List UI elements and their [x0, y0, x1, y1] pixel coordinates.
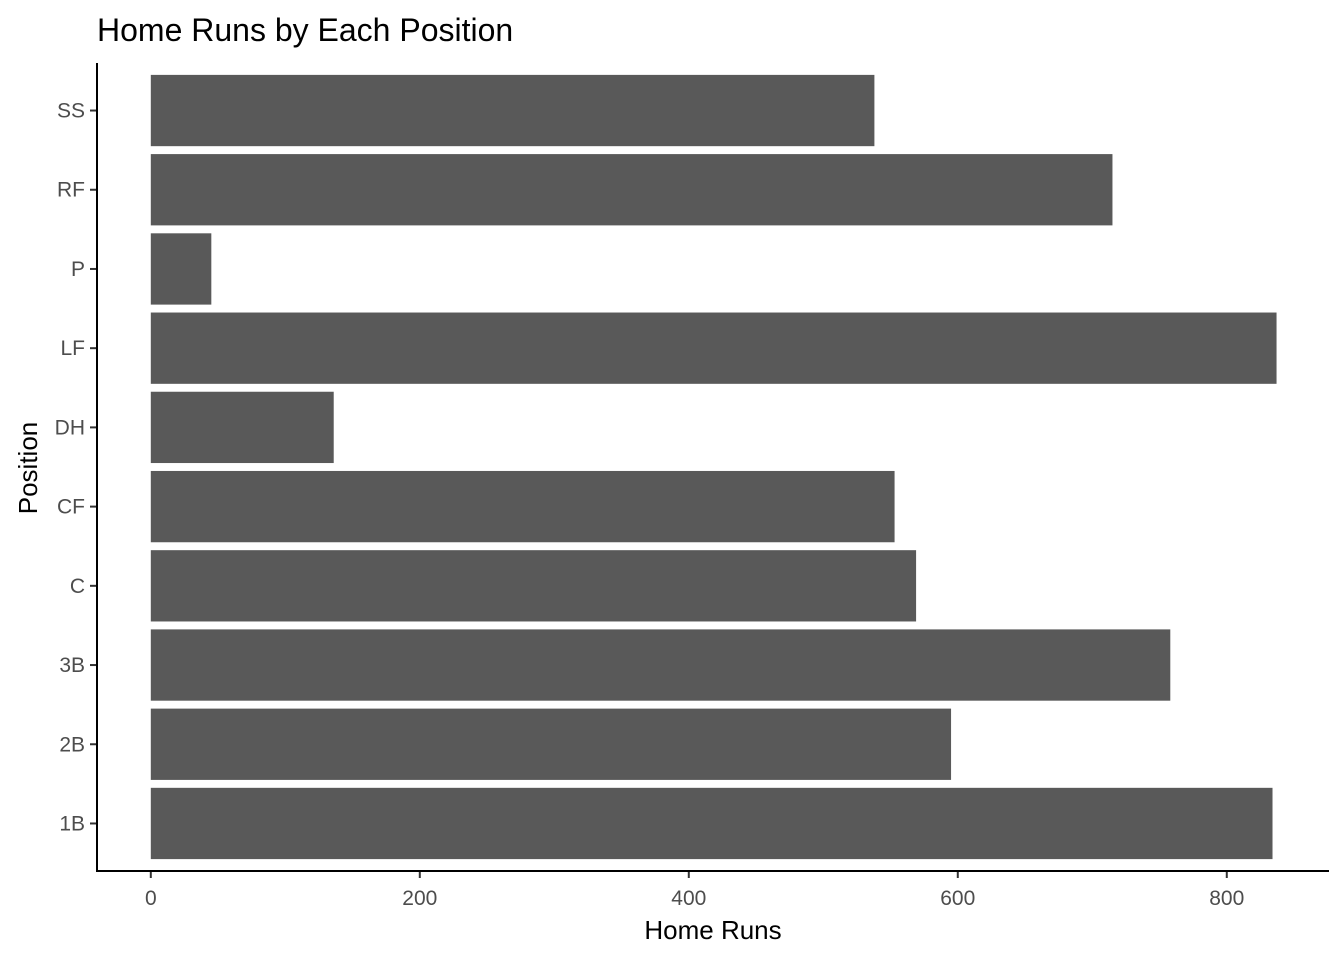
y-tick-label: 1B [59, 812, 85, 835]
x-tick-label: 0 [145, 887, 157, 910]
bar-c [150, 550, 917, 622]
bar-3b [150, 629, 1171, 701]
y-tick-label: 2B [59, 733, 85, 756]
y-tick-label: 3B [59, 654, 85, 677]
chart-title: Home Runs by Each Position [97, 12, 513, 48]
x-axis-title: Home Runs [644, 915, 781, 945]
y-axis-title: Position [13, 422, 43, 515]
y-tick-label: SS [57, 100, 85, 123]
bar-lf [150, 312, 1277, 384]
x-axis: 0 200 400 600 800 [145, 871, 1244, 910]
y-tick-label: LF [60, 337, 85, 360]
y-tick-label: C [70, 575, 85, 598]
y-tick-label: CF [57, 496, 85, 519]
bar-2b [150, 708, 952, 780]
bar-ss [150, 74, 875, 147]
x-tick-label: 600 [940, 887, 975, 910]
bar-cf [150, 470, 895, 543]
bars-group [150, 74, 1277, 860]
y-tick-label: RF [57, 179, 85, 202]
y-tick-label: DH [55, 416, 85, 439]
y-axis: 1B 2B 3B C CF DH LF P RF SS [55, 100, 97, 835]
bar-dh [150, 391, 334, 464]
x-tick-label: 200 [402, 887, 437, 910]
bar-p [150, 233, 212, 305]
bar-rf [150, 154, 1113, 226]
x-tick-label: 400 [671, 887, 706, 910]
y-tick-label: P [71, 258, 85, 281]
x-tick-label: 800 [1209, 887, 1244, 910]
bar-1b [150, 787, 1273, 860]
